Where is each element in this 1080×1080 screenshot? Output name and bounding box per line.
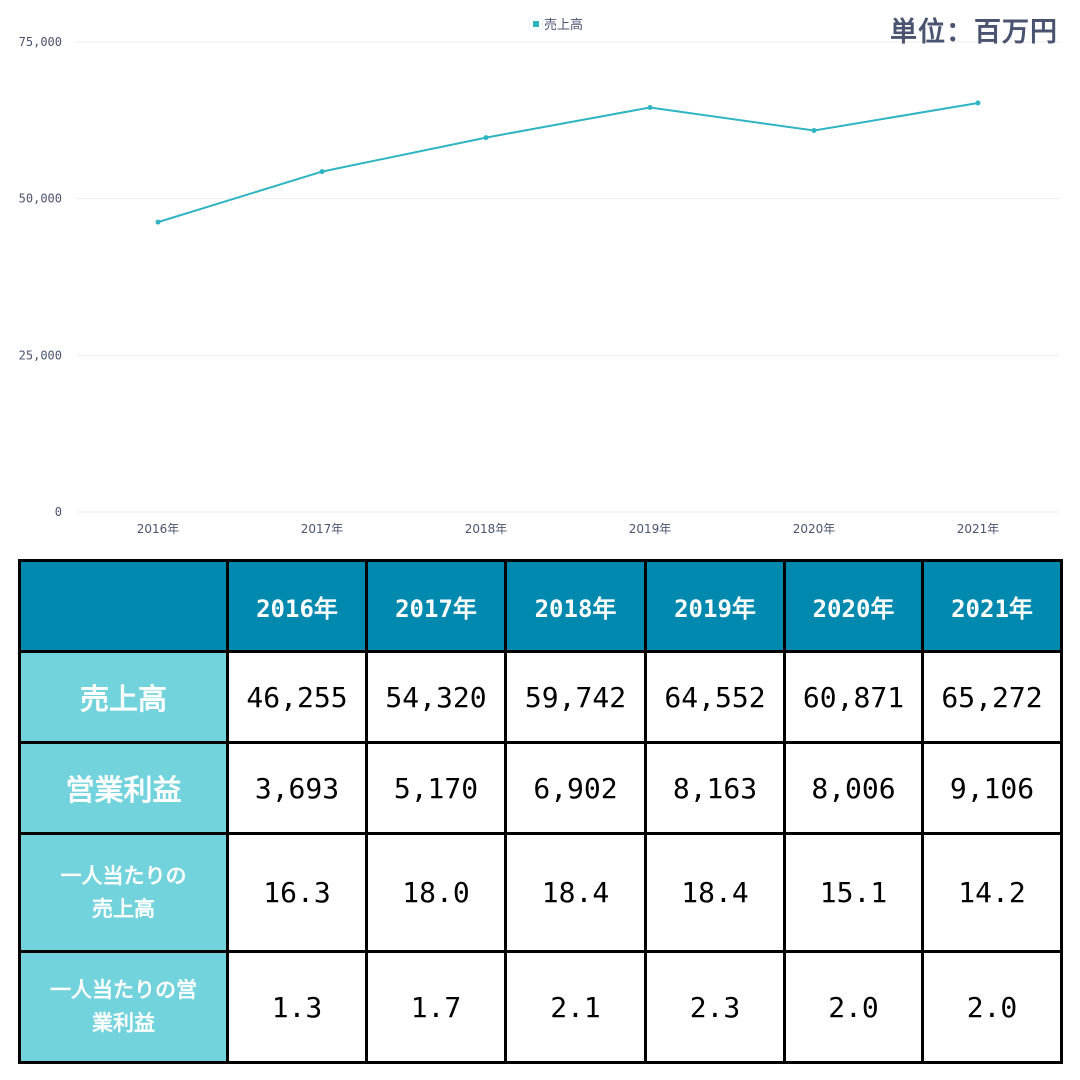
table-cell: 2.3 <box>644 950 786 1064</box>
table-row-profit-per-person: 一人当たりの営 業利益 1.3 1.7 2.1 2.3 2.0 2.0 <box>18 950 1063 1064</box>
year-header: 2018年 <box>504 559 647 653</box>
row-header-sales-per-person: 一人当たりの 売上高 <box>18 832 229 953</box>
table-cell: 14.2 <box>921 832 1063 953</box>
table-cell: 18.0 <box>365 832 507 953</box>
year-header: 2019年 <box>644 559 786 653</box>
row-header-line: 一人当たりの営 <box>50 978 197 1003</box>
chart-legend: 売上高 <box>533 14 583 33</box>
table-cell: 15.1 <box>783 832 924 953</box>
financial-table: 2016年 2017年 2018年 2019年 2020年 2021年 売上高 … <box>18 559 1063 1064</box>
table-row-sales-per-person: 一人当たりの 売上高 16.3 18.0 18.4 18.4 15.1 14.2 <box>18 832 1063 953</box>
data-point <box>975 100 981 106</box>
x-tick-label: 2019年 <box>629 522 672 536</box>
data-point <box>811 128 817 134</box>
table-cell: 9,106 <box>921 741 1063 835</box>
table-cell: 6,902 <box>504 741 647 835</box>
data-point <box>483 135 489 141</box>
table-row-operating-profit: 営業利益 3,693 5,170 6,902 8,163 8,006 9,106 <box>18 741 1063 835</box>
data-point <box>319 169 325 175</box>
table-cell: 8,006 <box>783 741 924 835</box>
legend-label: 売上高 <box>544 18 584 33</box>
series-line <box>157 101 979 224</box>
table-cell: 5,170 <box>365 741 507 835</box>
table-cell: 59,742 <box>504 650 647 744</box>
x-tick-label: 2016年 <box>137 522 180 536</box>
table-cell: 18.4 <box>504 832 647 953</box>
table-cell: 60,871 <box>783 650 924 744</box>
table-cell: 8,163 <box>644 741 786 835</box>
year-header: 2020年 <box>783 559 924 653</box>
table-cell: 54,320 <box>365 650 507 744</box>
table-cell: 1.7 <box>365 950 507 1064</box>
table-cell: 3,693 <box>226 741 368 835</box>
x-tick-label: 2017年 <box>301 522 344 536</box>
row-header-line: 業利益 <box>92 1011 155 1035</box>
table-cell: 64,552 <box>644 650 786 744</box>
table-cell: 46,255 <box>226 650 368 744</box>
x-tick-label: 2018年 <box>465 522 508 536</box>
table-header-row: 2016年 2017年 2018年 2019年 2020年 2021年 <box>18 559 1063 653</box>
y-tick-label: 50,000 <box>19 192 62 206</box>
unit-label: 単位：百万円 <box>890 17 1058 48</box>
chart-series <box>155 100 981 225</box>
row-header-profit-per-person: 一人当たりの営 業利益 <box>18 950 229 1064</box>
chart-grid <box>76 41 1060 513</box>
x-tick-label: 2021年 <box>957 522 1000 536</box>
data-point <box>647 104 653 110</box>
row-header-line: 一人当たりの <box>60 863 187 888</box>
table-cell: 65,272 <box>921 650 1063 744</box>
table-cell: 2.1 <box>504 950 647 1064</box>
y-tick-label: 25,000 <box>19 348 62 362</box>
table-corner-cell <box>18 559 229 653</box>
table-cell: 1.3 <box>226 950 368 1064</box>
table-cell: 2.0 <box>783 950 924 1064</box>
y-tick-label: 0 <box>55 505 62 519</box>
table-row-sales: 売上高 46,255 54,320 59,742 64,552 60,871 6… <box>18 650 1063 744</box>
year-header: 2021年 <box>921 559 1063 653</box>
y-axis-ticks: 0 25,000 50,000 75,000 <box>19 35 62 519</box>
row-header-sales: 売上高 <box>18 650 229 744</box>
sales-line-chart: 0 25,000 50,000 75,000 2016年 2017年 2018年 2019年… <box>19 35 1060 536</box>
x-tick-label: 2020年 <box>793 522 836 536</box>
row-header-line: 売上高 <box>92 896 155 921</box>
y-tick-label: 75,000 <box>19 35 62 49</box>
row-header-operating-profit: 営業利益 <box>18 741 229 835</box>
legend-swatch <box>533 20 539 27</box>
table-cell: 16.3 <box>226 832 368 953</box>
table-cell: 18.4 <box>644 832 786 953</box>
data-point <box>155 219 161 225</box>
x-axis-ticks: 2016年 2017年 2018年 2019年 2020年 2021年 <box>137 522 1000 536</box>
table-cell: 2.0 <box>921 950 1063 1064</box>
year-header: 2016年 <box>226 559 368 653</box>
year-header: 2017年 <box>365 559 507 653</box>
